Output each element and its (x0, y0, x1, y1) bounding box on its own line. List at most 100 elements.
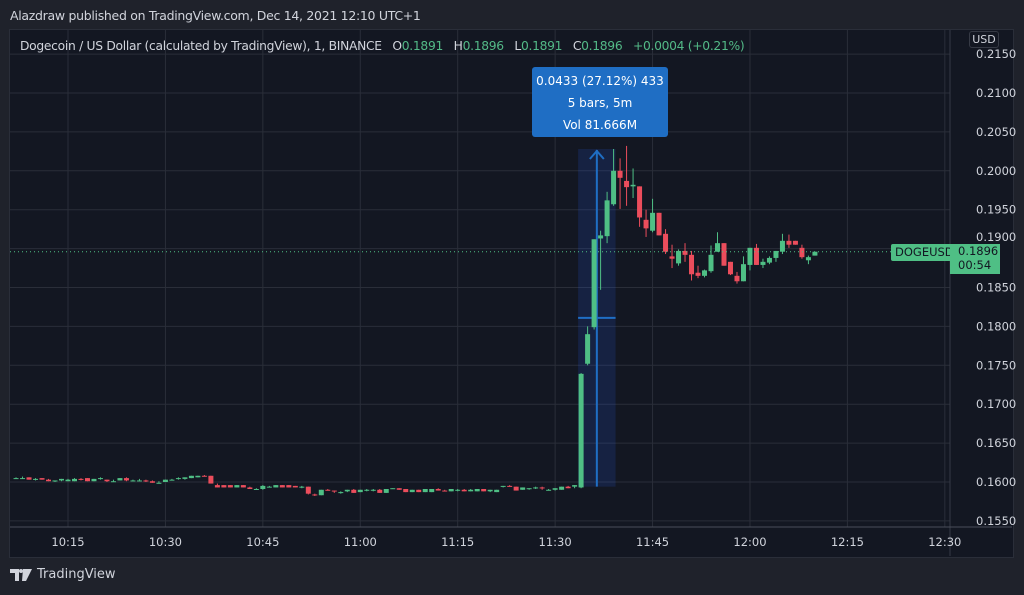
candle-down (721, 243, 727, 266)
measure-tooltip: 0.0433 (27.12%) 433 5 bars, 5m Vol 81.66… (532, 67, 668, 137)
price-axis[interactable]: 0.2150 0.2100 0.2050 0.2000 0.1950 0.1900 0.18… (976, 47, 1016, 528)
candle-up (338, 492, 344, 494)
candle-down (695, 272, 701, 276)
candle-down (513, 486, 519, 491)
candle-down (682, 250, 688, 255)
price-tick-label: 0.2150 (976, 47, 1016, 61)
candle-up (156, 482, 162, 484)
candle-down (214, 485, 220, 488)
publisher-caption: Alazdraw published on TradingView.com, D… (10, 8, 421, 23)
candle-up (59, 478, 65, 481)
time-tick-label: 11:15 (441, 535, 474, 549)
price-tick-label: 0.1700 (976, 397, 1016, 411)
price-tick-label: 0.1950 (976, 203, 1016, 217)
candle-down (305, 486, 311, 494)
candle-up (182, 477, 188, 479)
candle-down (292, 485, 298, 488)
currency-button[interactable]: USD (969, 31, 999, 48)
time-tick-label: 12:15 (831, 535, 864, 549)
chart-frame (9, 29, 1014, 558)
candle-down (799, 247, 805, 258)
candle-down (123, 478, 129, 481)
price-tick-label: 0.1550 (976, 514, 1016, 528)
candle-up (708, 254, 714, 272)
candle-up (747, 247, 753, 265)
candle-up (468, 489, 474, 492)
candle-down (689, 254, 695, 275)
close-label: C (572, 39, 582, 53)
candle-up (474, 489, 480, 492)
arrow-up-icon (589, 149, 605, 160)
candle-up (455, 489, 461, 491)
high-label: H (453, 39, 463, 53)
candle-up (559, 486, 565, 490)
time-tick-label: 10:30 (149, 535, 182, 549)
candle-up (364, 489, 370, 491)
candle-down (331, 490, 337, 492)
time-tick-label: 11:00 (344, 535, 377, 549)
time-axis[interactable]: 10:15 10:30 10:45 11:00 11:15 11:30 11:45 12:00… (51, 535, 961, 549)
time-tick-label: 10:45 (246, 535, 279, 549)
candle-up (676, 250, 682, 264)
candle-down (792, 240, 798, 245)
candle-up (715, 243, 720, 252)
candle-up (630, 184, 636, 187)
candle-up (13, 478, 19, 480)
candle-up (117, 478, 123, 481)
measure-volume: Vol 81.666M (562, 118, 638, 132)
candle-down (286, 485, 292, 488)
candle-down (669, 256, 675, 259)
high-value: 0.1896 (462, 39, 505, 53)
symbol-legend: Dogecoin / US Dollar (calculated by Trad… (20, 39, 745, 53)
candle-up (702, 270, 708, 276)
candle-up (812, 251, 818, 256)
candle-up (71, 478, 77, 482)
candle-down (461, 489, 467, 492)
candle-down (279, 485, 285, 488)
candle-down (39, 478, 45, 480)
tradingview-logo[interactable]: TradingView (10, 567, 116, 582)
price-tick-label: 0.1800 (976, 319, 1016, 333)
candle-up (136, 480, 142, 482)
low-label: L (514, 39, 521, 53)
grid (10, 30, 950, 527)
candle-down (416, 489, 422, 493)
symbol-tag: DOGEUSD (891, 244, 954, 261)
candle-up (760, 261, 766, 265)
candle-down (84, 478, 90, 482)
candle-up (650, 212, 656, 231)
change-value: +0.0004 (+0.21%) (632, 39, 745, 53)
candle-up (546, 489, 552, 491)
candle-up (585, 334, 591, 364)
candle-down (786, 240, 792, 245)
time-tick-label: 10:15 (51, 535, 84, 549)
candle-down (149, 481, 155, 483)
candle-down (734, 275, 740, 282)
candle-down (325, 489, 331, 491)
candle-down (351, 489, 357, 493)
last-price: 0.1896 (958, 244, 999, 258)
candle-down (643, 219, 649, 229)
candle-up (33, 478, 39, 480)
open-value: 0.1891 (401, 39, 444, 53)
candle-down (753, 247, 759, 265)
time-tick-label: 11:30 (539, 535, 572, 549)
candle-down (104, 479, 110, 482)
candle-up (383, 489, 389, 493)
candle-up (110, 481, 116, 483)
candle-up (162, 479, 168, 482)
price-tick-label: 0.1650 (976, 436, 1016, 450)
candle-up (273, 485, 279, 488)
candle-up (552, 488, 558, 490)
time-tick-label: 11:45 (636, 535, 669, 549)
measure-range (578, 149, 616, 487)
candle-up (487, 489, 493, 492)
candle-up (169, 479, 175, 481)
candle-up (357, 489, 363, 493)
price-tick-label: 0.2050 (976, 125, 1016, 139)
time-tick-label: 12:30 (928, 535, 961, 549)
candle-down (403, 489, 409, 493)
candle-up (766, 257, 772, 263)
candle-down (396, 488, 402, 490)
